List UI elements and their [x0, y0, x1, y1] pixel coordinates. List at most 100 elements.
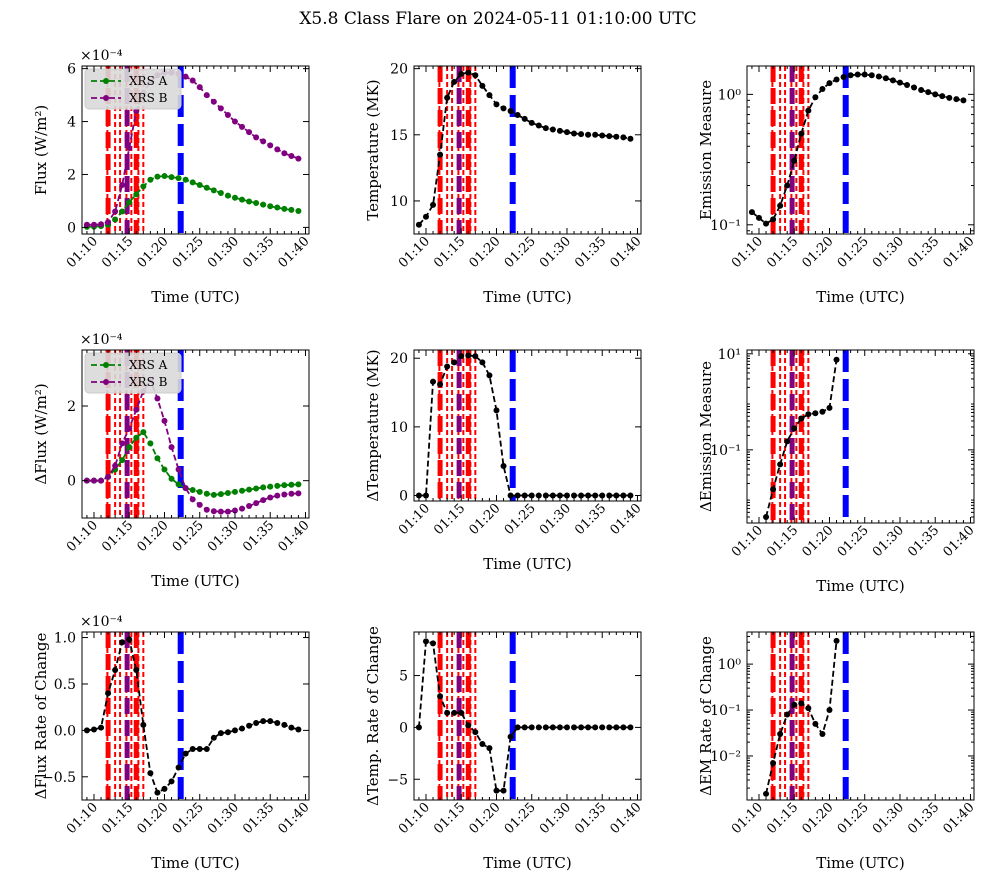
y-tick-label: 6	[67, 62, 76, 78]
y-tick-label: 2	[67, 399, 76, 415]
data-point-dtemp_rate-0-13	[507, 733, 514, 740]
x-tick-label: 01:15	[431, 800, 468, 837]
data-point-dflux-0-23	[246, 486, 253, 493]
data-point-dtemp-0-2	[430, 378, 437, 385]
data-point-dflux-1-23	[246, 503, 253, 510]
data-point-dtemp-0-23	[578, 492, 585, 499]
data-point-flux-0-18	[210, 187, 217, 194]
plot-area-temp	[415, 66, 634, 234]
data-point-dflux-1-30	[295, 490, 302, 497]
data-point-dflux_rate-0-11	[161, 785, 168, 792]
data-point-dtemp_rate-0-18	[542, 724, 549, 731]
y-multiplier: ×10⁻⁴	[80, 614, 123, 630]
data-point-dflux-1-28	[281, 491, 288, 498]
data-point-em-0-7	[798, 130, 805, 137]
y-axis-label: ΔTemperature (MK)	[364, 349, 382, 501]
data-point-dtemp-0-20	[556, 492, 563, 499]
y-tick-label: 1.0	[54, 631, 76, 647]
data-point-temp-0-18	[542, 125, 549, 132]
data-point-em-0-9	[812, 94, 819, 101]
data-point-dflux-0-17	[203, 490, 210, 497]
data-point-dflux-0-12	[168, 475, 175, 482]
x-tick-label: 01:25	[835, 800, 872, 837]
data-point-dtemp_rate-0-20	[556, 724, 563, 731]
data-point-flux-0-16	[196, 182, 203, 189]
data-point-dflux_rate-0-15	[189, 745, 196, 752]
data-point-temp-0-13	[507, 107, 514, 114]
x-axis-label: Time (UTC)	[151, 854, 240, 872]
data-point-temp-0-10	[486, 92, 493, 99]
x-tick-label: 01:25	[170, 234, 207, 271]
x-axis-label: Time (UTC)	[483, 288, 572, 306]
x-tick-label: 01:15	[99, 234, 136, 271]
data-point-dflux_rate-0-17	[203, 745, 210, 752]
x-tick-label: 01:10	[396, 234, 433, 271]
x-axis-label: Time (UTC)	[483, 854, 572, 872]
data-point-em-0-23	[911, 84, 918, 91]
x-tick-label: 01:40	[275, 800, 312, 837]
data-point-dtemp_rate-0-9	[479, 741, 486, 747]
data-point-dflux-0-5	[119, 457, 126, 464]
x-tick-label: 01:30	[537, 800, 574, 837]
data-point-dtemp_rate-0-12	[500, 787, 507, 794]
y-axis-label: ΔFlux (W/m²)	[32, 383, 50, 484]
legend-marker	[103, 78, 109, 84]
y-tick-label: 0.0	[54, 723, 76, 739]
data-point-dflux-0-10	[154, 455, 161, 462]
data-point-em-0-10	[819, 85, 826, 92]
data-point-em-0-24	[918, 87, 925, 94]
data-point-em-0-1	[755, 214, 762, 221]
legend-dflux: XRS A XRS B	[84, 352, 182, 394]
data-point-dflux-1-6	[126, 425, 133, 432]
y-multiplier: ×10⁻⁴	[80, 332, 123, 348]
data-point-em-0-8	[805, 107, 812, 114]
y-tick-label: 0.5	[54, 677, 76, 693]
series-line-temp-0	[418, 71, 631, 226]
y-tick-label: 0	[399, 489, 408, 505]
data-point-temp-0-30	[627, 135, 634, 142]
data-point-flux-0-23	[246, 198, 253, 205]
y-tick-label: 10	[390, 420, 408, 436]
data-point-flux-0-30	[295, 207, 302, 214]
data-point-dtemp-0-25	[592, 492, 599, 499]
x-tick-label: 01:25	[170, 518, 207, 555]
legend-box	[84, 352, 182, 394]
x-tick-label: 01:10	[729, 234, 766, 271]
legend-marker	[103, 379, 109, 385]
legend-box	[84, 68, 182, 110]
x-tick-label: 01:15	[764, 523, 801, 560]
data-point-dtemp-0-9	[479, 359, 486, 366]
data-point-dflux-0-28	[281, 482, 288, 489]
data-point-flux-0-5	[119, 208, 126, 215]
x-tick-label: 01:30	[870, 234, 907, 271]
data-point-dtemp-0-29	[620, 492, 627, 499]
data-point-dflux-1-15	[189, 496, 196, 503]
data-point-dtemp-0-18	[542, 492, 549, 499]
data-point-flux-0-21	[231, 194, 238, 201]
x-tick-label: 01:30	[870, 523, 907, 560]
data-point-dflux-0-7	[133, 434, 140, 441]
data-point-dtemp_rate-0-29	[620, 724, 627, 731]
data-point-dtemp-0-11	[493, 407, 500, 414]
y-tick-label: 10⁻¹	[710, 218, 741, 234]
x-tick-label: 01:20	[799, 523, 836, 560]
x-axis-label: Time (UTC)	[151, 572, 240, 590]
data-point-dem-0-8	[819, 408, 826, 415]
data-point-temp-0-6	[458, 70, 465, 77]
data-point-flux-0-27	[274, 204, 281, 211]
data-point-dflux-1-19	[217, 508, 224, 515]
legend-label: XRS B	[129, 91, 168, 105]
data-point-flux-1-29	[288, 152, 295, 159]
data-point-dtemp-0-19	[549, 492, 556, 499]
data-point-dtemp-0-12	[500, 462, 507, 469]
data-point-em-0-30	[960, 97, 967, 104]
data-point-dtemp-0-22	[571, 492, 578, 499]
data-point-dflux_rate-0-25	[260, 718, 267, 725]
data-point-flux-0-17	[203, 184, 210, 191]
x-tick-label: 01:10	[64, 518, 101, 555]
data-point-em-0-16	[861, 71, 868, 78]
data-point-dtemp_rate-0-19	[549, 724, 556, 731]
y-tick-label: 4	[67, 115, 76, 131]
data-point-flux-1-2	[98, 221, 105, 228]
data-point-dflux_rate-0-28	[281, 721, 288, 728]
